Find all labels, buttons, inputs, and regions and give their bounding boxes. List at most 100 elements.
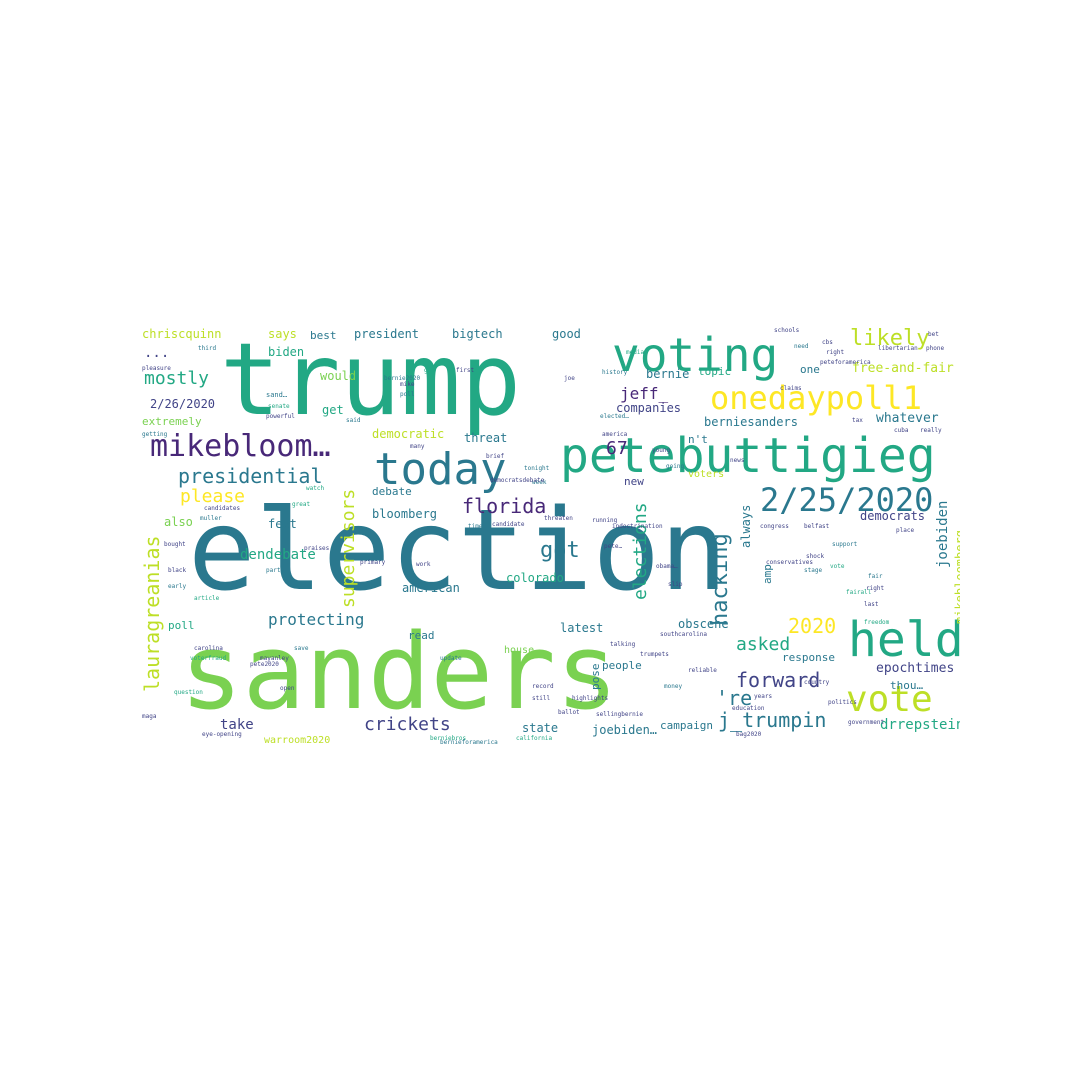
minor-word: politics	[828, 699, 857, 706]
minor-word: claims	[780, 385, 802, 392]
word-presidential: presidential	[178, 464, 323, 488]
word-best: best	[310, 329, 337, 342]
minor-word: right	[826, 349, 845, 356]
word-pose: pose	[589, 663, 602, 691]
word-67: 67	[606, 438, 628, 459]
minor-word: libertarian	[878, 345, 918, 352]
word-bernie: bernie	[646, 367, 690, 381]
minor-word: slip	[668, 581, 683, 588]
minor-word: many	[410, 443, 425, 450]
word-2-26-2020: 2/26/2020	[150, 397, 216, 411]
minor-word: senate	[268, 403, 290, 410]
minor-word: bag2020	[736, 731, 762, 738]
word-likely: likely	[850, 326, 930, 351]
minor-word: government	[848, 719, 885, 726]
minor-word: third	[198, 345, 217, 352]
minor-word: stage	[804, 567, 823, 574]
word-florida: florida	[462, 494, 547, 518]
minor-word: first	[456, 367, 475, 374]
word-free-and-fair: free-and-fair	[852, 361, 954, 376]
minor-word: sellingbernie	[596, 711, 643, 718]
word-dendebate: dendebate	[240, 547, 316, 563]
minor-word: cbs	[822, 339, 833, 346]
word-vote: vote	[846, 679, 933, 720]
word-petebuttigieg: petebuttigieg	[560, 428, 936, 484]
word-jeff: jeff_	[620, 384, 669, 403]
word-also: also	[164, 515, 193, 529]
word-always: always	[739, 504, 753, 548]
minor-word: voterfraud	[190, 655, 227, 662]
minor-word: congress	[760, 523, 789, 530]
minor-word: last	[864, 601, 879, 608]
word-sanders: sanders	[180, 611, 619, 733]
word-new: new	[624, 475, 644, 488]
word-held: held	[848, 612, 960, 668]
word-state: state	[522, 721, 559, 735]
word-biden: biden	[268, 345, 305, 359]
word-campaign: campaign	[660, 719, 713, 732]
word-extremely: extremely	[142, 415, 202, 428]
word-2020: 2020	[788, 614, 837, 638]
word-berniesanders: berniesanders	[704, 415, 798, 429]
word-joebiden: joebiden	[935, 500, 951, 568]
minor-word: shock	[806, 553, 825, 560]
word-topic: topic	[698, 365, 732, 378]
word-threat: threat	[464, 431, 508, 445]
minor-word: need	[794, 343, 809, 350]
word-latest: latest	[560, 621, 604, 635]
word-voters: voters	[688, 469, 725, 480]
minor-word: party	[266, 567, 285, 574]
word-mikebloomberg: mikebloomberg	[953, 530, 960, 624]
minor-word: place	[896, 527, 915, 534]
word-democrats: democrats	[860, 509, 926, 523]
minor-word: said	[346, 417, 361, 424]
minor-word: joe	[564, 375, 575, 382]
word-colorado: colorado	[506, 571, 564, 585]
minor-word: save	[294, 645, 309, 652]
minor-word: powerful	[266, 413, 295, 420]
minor-word: berniebros	[430, 735, 467, 742]
word-mostly: mostly	[144, 368, 210, 389]
word-says: says	[268, 327, 297, 341]
word-drrepstein: drrepstein	[880, 717, 960, 733]
minor-word: sand…	[266, 391, 288, 399]
word-hacking: hacking	[708, 533, 733, 626]
minor-word: obama…	[656, 563, 678, 570]
minor-word: poll	[400, 391, 415, 398]
minor-word: democratsdebate	[490, 477, 545, 484]
minor-word: primary	[360, 559, 386, 566]
minor-word: highlights	[572, 695, 609, 702]
word-mikebloom: mikebloom…	[150, 429, 331, 464]
minor-word: fairall	[846, 589, 872, 596]
word-epochtimes: epochtimes	[876, 661, 955, 676]
word-companies: companies	[616, 401, 682, 415]
minor-word: right	[866, 585, 885, 592]
minor-word: support	[832, 541, 858, 548]
minor-word: record	[532, 683, 554, 690]
minor-word: country	[804, 679, 830, 686]
word-trump: trump	[220, 321, 522, 438]
word-joebiden-dots: joebiden…	[592, 723, 658, 737]
word-supervisors: supervisors	[338, 488, 359, 608]
word-response: response	[782, 651, 835, 664]
word-take: take	[220, 717, 254, 733]
word-election: election	[188, 486, 728, 616]
minor-word: eye-opening	[202, 731, 242, 738]
minor-word: black	[168, 567, 187, 574]
minor-word: still	[532, 695, 551, 702]
minor-word: praises	[304, 545, 330, 552]
word-feet: feet	[268, 517, 297, 531]
minor-word: getting	[142, 431, 168, 438]
word-american: american	[402, 581, 460, 595]
minor-word: media	[626, 349, 645, 356]
minor-word: trumpets	[640, 651, 669, 658]
minor-word: gop	[424, 367, 435, 374]
minor-word: brief	[486, 453, 505, 460]
word-warroom2020: warroom2020	[264, 735, 331, 746]
word-nt: n't	[688, 433, 708, 446]
word-would: would	[320, 369, 357, 383]
word-obscene: obscene	[678, 617, 729, 631]
minor-word: bernieforamerica	[440, 739, 498, 746]
word-good: good	[552, 327, 581, 341]
minor-word: pleasure	[142, 365, 171, 372]
